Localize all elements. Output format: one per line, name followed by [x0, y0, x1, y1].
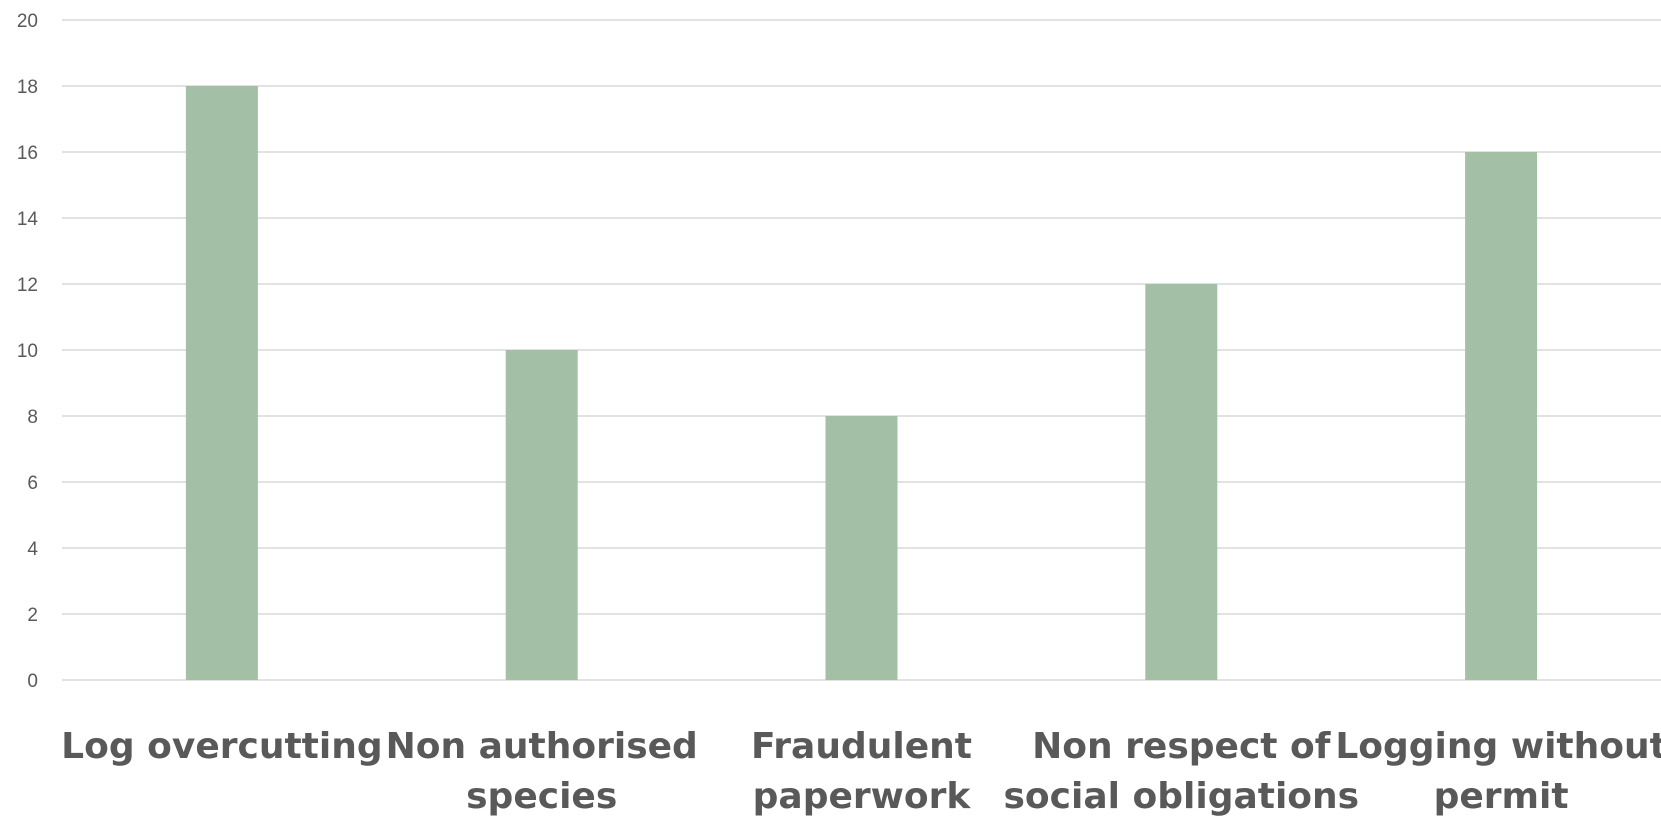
y-tick-label: 2 [27, 605, 38, 626]
y-tick-label: 14 [17, 209, 39, 230]
bar [825, 416, 898, 680]
y-tick-label: 18 [17, 77, 38, 98]
y-tick-label: 12 [17, 275, 38, 296]
x-category-label-line: permit [1434, 776, 1569, 817]
y-tick-label: 8 [27, 407, 38, 428]
x-category-label-line: Log overcutting [61, 726, 382, 767]
x-category-label-line: Logging without [1335, 726, 1661, 767]
y-tick-label: 0 [27, 671, 38, 692]
x-category-label: Fraudulent paperwork [751, 726, 972, 817]
x-category-label-line: paperwork [753, 776, 972, 817]
x-category-label: Non authorised species [386, 726, 698, 817]
bar [185, 86, 258, 680]
bars [185, 86, 1538, 680]
x-category-label-line: Non authorised [386, 726, 698, 767]
x-category-label-line: social obligations [1004, 776, 1360, 817]
x-category-label: Non respect of social obligations [1004, 726, 1360, 817]
x-axis-labels: Log overcutting Non authorised species Frau… [61, 726, 1661, 817]
bar [505, 350, 578, 680]
y-axis-ticks: 0 2 4 6 8 10 12 14 16 18 20 [17, 11, 39, 692]
y-tick-label: 6 [27, 473, 38, 494]
x-category-label: Logging without permit [1335, 726, 1661, 817]
x-category-label-line: Non respect of [1032, 726, 1331, 767]
x-category-label-line: Fraudulent [751, 726, 972, 767]
y-tick-label: 4 [27, 539, 38, 560]
y-tick-label: 16 [17, 143, 38, 164]
x-category-label: Log overcutting [61, 726, 382, 767]
x-category-label-line: species [466, 776, 617, 817]
bar [1145, 284, 1218, 680]
y-tick-label: 10 [17, 341, 38, 362]
y-tick-label: 20 [17, 11, 38, 32]
bar [1465, 152, 1538, 680]
